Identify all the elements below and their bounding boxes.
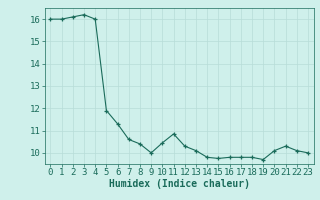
- X-axis label: Humidex (Indice chaleur): Humidex (Indice chaleur): [109, 179, 250, 189]
